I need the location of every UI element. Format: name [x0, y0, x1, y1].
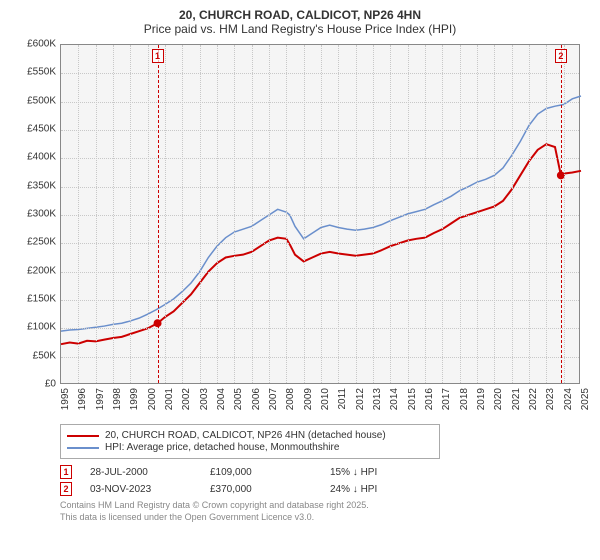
- x-tick-label: 2009: [303, 388, 314, 410]
- x-tick-label: 1995: [60, 388, 71, 410]
- event-marker: 1: [60, 465, 72, 479]
- footer-attribution: Contains HM Land Registry data © Crown c…: [60, 500, 588, 523]
- footer-line1: Contains HM Land Registry data © Crown c…: [60, 500, 588, 512]
- x-tick-label: 2016: [424, 388, 435, 410]
- x-tick-label: 1996: [77, 388, 88, 410]
- x-tick-label: 1999: [129, 388, 140, 410]
- y-tick-label: £250K: [27, 237, 56, 248]
- marker-box-1: 1: [152, 49, 164, 63]
- x-tick-label: 2008: [285, 388, 296, 410]
- x-tick-label: 2007: [268, 388, 279, 410]
- x-tick-label: 1997: [95, 388, 106, 410]
- x-tick-label: 2014: [389, 388, 400, 410]
- footer-line2: This data is licensed under the Open Gov…: [60, 512, 588, 524]
- event-row: 1 28-JUL-2000£109,00015% ↓ HPI: [60, 465, 550, 479]
- x-tick-label: 2013: [372, 388, 383, 410]
- title-address: 20, CHURCH ROAD, CALDICOT, NP26 4HN: [12, 8, 588, 22]
- y-tick-label: £550K: [27, 67, 56, 78]
- event-table: 1 28-JUL-2000£109,00015% ↓ HPI 2 03-NOV-202…: [60, 465, 550, 496]
- x-tick-label: 2018: [459, 388, 470, 410]
- x-tick-label: 2020: [493, 388, 504, 410]
- x-tick-label: 1998: [112, 388, 123, 410]
- x-tick-label: 2003: [199, 388, 210, 410]
- chart-area: £0 £50K £100K £150K £200K £250K £300K £350K £400…: [12, 40, 588, 420]
- title-subtitle: Price paid vs. HM Land Registry's House …: [12, 22, 588, 36]
- x-tick-label: 2019: [476, 388, 487, 410]
- x-tick-label: 2012: [355, 388, 366, 410]
- y-tick-label: £0: [45, 379, 56, 390]
- y-tick-label: £600K: [27, 39, 56, 50]
- y-tick-label: £400K: [27, 152, 56, 163]
- event-diff: 24% ↓ HPI: [330, 484, 450, 495]
- x-tick-label: 2002: [181, 388, 192, 410]
- legend-row: HPI: Average price, detached house, Monm…: [67, 442, 433, 453]
- legend-label: HPI: Average price, detached house, Monm…: [105, 442, 339, 453]
- title-block: 20, CHURCH ROAD, CALDICOT, NP26 4HN Pric…: [12, 8, 588, 36]
- event-price: £109,000: [210, 467, 330, 478]
- x-tick-label: 2017: [441, 388, 452, 410]
- x-tick-label: 2005: [233, 388, 244, 410]
- event-date: 28-JUL-2000: [90, 467, 210, 478]
- event-diff: 15% ↓ HPI: [330, 467, 450, 478]
- x-tick-label: 2010: [320, 388, 331, 410]
- x-axis: 1995 1996 1997 1998 1999 2000 2001 2002 2003 2004…: [60, 386, 580, 420]
- x-tick-label: 2004: [216, 388, 227, 410]
- chart-container: 20, CHURCH ROAD, CALDICOT, NP26 4HN Pric…: [0, 0, 600, 560]
- y-tick-label: £300K: [27, 209, 56, 220]
- legend-row: 20, CHURCH ROAD, CALDICOT, NP26 4HN (det…: [67, 430, 433, 441]
- x-tick-label: 2025: [580, 388, 591, 410]
- y-tick-label: £200K: [27, 265, 56, 276]
- event-price: £370,000: [210, 484, 330, 495]
- x-tick-label: 2022: [528, 388, 539, 410]
- legend-swatch: [67, 447, 99, 449]
- x-tick-label: 2006: [251, 388, 262, 410]
- y-tick-label: £150K: [27, 294, 56, 305]
- legend-label: 20, CHURCH ROAD, CALDICOT, NP26 4HN (det…: [105, 430, 386, 441]
- y-tick-label: £450K: [27, 124, 56, 135]
- y-tick-label: £100K: [27, 322, 56, 333]
- plot-area: 12: [60, 44, 580, 384]
- x-tick-label: 2001: [164, 388, 175, 410]
- x-tick-label: 2011: [337, 388, 348, 410]
- x-tick-label: 2023: [545, 388, 556, 410]
- event-row: 2 03-NOV-2023£370,00024% ↓ HPI: [60, 482, 550, 496]
- y-tick-label: £500K: [27, 95, 56, 106]
- y-axis: £0£50K£100K£150K£200K£250K£300K£350K£400…: [12, 44, 58, 384]
- legend: 20, CHURCH ROAD, CALDICOT, NP26 4HN (det…: [60, 424, 440, 459]
- marker-box-2: 2: [555, 49, 567, 63]
- x-tick-label: 2024: [563, 388, 574, 410]
- x-tick-label: 2021: [511, 388, 522, 410]
- event-date: 03-NOV-2023: [90, 484, 210, 495]
- y-tick-label: £50K: [33, 350, 56, 361]
- legend-swatch: [67, 435, 99, 437]
- x-tick-label: 2000: [147, 388, 158, 410]
- y-tick-label: £350K: [27, 180, 56, 191]
- x-tick-label: 2015: [407, 388, 418, 410]
- event-marker: 2: [60, 482, 72, 496]
